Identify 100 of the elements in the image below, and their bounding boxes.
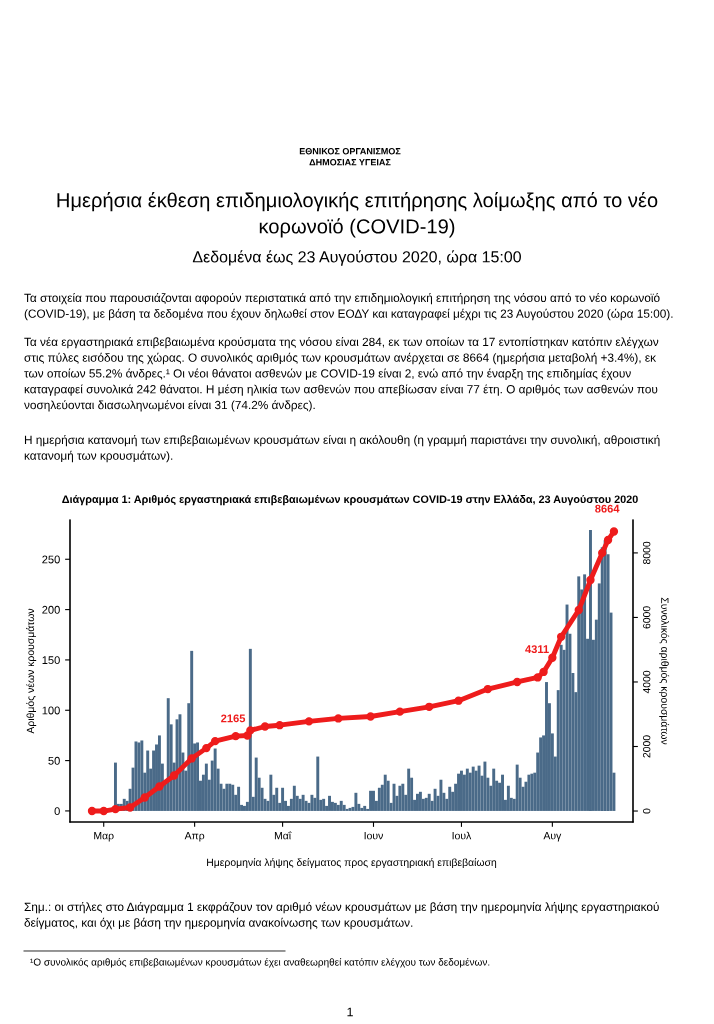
point xyxy=(304,717,314,726)
bar xyxy=(363,805,367,811)
bar xyxy=(377,787,381,811)
point xyxy=(454,696,463,705)
bar xyxy=(322,798,326,811)
y-tick-label: 250 xyxy=(42,555,60,564)
chart-title: Ημερήσια έκθεση επιδημιολογικής επιτήρησης λοίμωξης από το νέο κορωνοϊό (COVID-19) xyxy=(57,192,658,238)
bar xyxy=(345,808,349,811)
bar xyxy=(204,763,208,811)
y-tick-label: 50 xyxy=(48,756,60,765)
bar xyxy=(600,547,604,811)
bar xyxy=(310,794,314,811)
bar xyxy=(527,774,531,811)
y2-tick-label: 6000 xyxy=(643,606,651,629)
y2-tick-label: 8000 xyxy=(643,541,651,565)
y2-tick-label: 0 xyxy=(643,808,651,814)
bar xyxy=(231,784,235,811)
bar xyxy=(483,761,487,811)
y2-tick-label: 2000 xyxy=(643,735,651,758)
point xyxy=(366,712,375,721)
data-label: 8664 xyxy=(595,504,620,513)
point xyxy=(574,605,583,615)
y-tick-label: 100 xyxy=(42,706,60,715)
bar xyxy=(439,779,443,811)
bar xyxy=(457,773,460,811)
point xyxy=(246,726,255,735)
point xyxy=(140,793,149,802)
point xyxy=(539,667,548,677)
bar xyxy=(243,805,246,811)
point xyxy=(275,721,284,730)
bar xyxy=(401,783,405,811)
bar xyxy=(237,786,241,811)
bar xyxy=(416,793,419,811)
x-tick-label: Αυγ xyxy=(543,832,562,842)
bar xyxy=(157,735,161,811)
bar xyxy=(281,787,285,811)
bar xyxy=(577,576,581,811)
point xyxy=(556,632,566,641)
bar xyxy=(477,765,481,811)
data-label: 4311 xyxy=(525,645,549,654)
text: ¹Ο συνολικός αριθμός επιβεβαιωμένων κρουσμάτων έχει αναθεωρηθεί κατόπιν ελέγχου των δεδομένων. xyxy=(30,958,490,968)
bar xyxy=(342,804,346,811)
point xyxy=(111,804,120,814)
text: Τα νέα εργαστηριακά επιβεβαιωμένα κρούσματα της νόσου είναι 284, εκ των οποίων τα 17 εντοπίστηκαν κατόπιν ελέγχων στις πύλες εισόδου της χώρας. Ο συνολικός αριθμός των κρουσμάτων ανέρχεται σε 8664 (ημερήσια μεταβολή +3.4%), εκ των οποίων 55.2% άνδρες.¹ Οι νέοι θάνατοι ασθενών με COVID-19 είναι 2, ενώ από την έναρξη της επιδημίας έχουν καταγραφεί συνολικά 242 θάνατοι. Η μέση ηλικία των ασθενών που απεβίωσαν είναι 77 έτη. Ο αριθμός των ασθενών που νοσηλεύονται διασωληνωμένοι είναι 31 (74.2% άνδρες). xyxy=(24,337,659,412)
point xyxy=(483,684,493,694)
bar xyxy=(228,783,232,811)
point xyxy=(334,714,343,723)
data-label: 2165 xyxy=(221,714,246,723)
bar xyxy=(583,574,587,811)
bar xyxy=(559,644,563,811)
bar xyxy=(372,790,375,811)
bar xyxy=(166,698,170,811)
point xyxy=(210,737,220,746)
bar xyxy=(433,788,437,811)
bar xyxy=(254,757,258,811)
bar xyxy=(301,794,305,811)
bar xyxy=(336,804,340,811)
point xyxy=(231,732,240,741)
x-axis-title: Ημερομηνία λήψης δείγματος προς εργαστηριακή επιβεβαίωση xyxy=(207,858,497,869)
point xyxy=(609,527,619,536)
point xyxy=(260,722,270,731)
bar xyxy=(418,791,422,811)
x-tick-label: Ιουλ xyxy=(452,831,472,840)
x-tick-label: Μαρ xyxy=(94,832,114,842)
bar xyxy=(515,764,519,811)
bar xyxy=(213,748,217,811)
y-tick-label: 0 xyxy=(54,807,60,816)
point xyxy=(187,754,196,763)
bar xyxy=(398,785,402,811)
x-tick-label: Μαΐ xyxy=(274,831,292,840)
point xyxy=(155,782,164,791)
point xyxy=(533,673,542,682)
point xyxy=(202,743,211,753)
bar xyxy=(407,768,411,811)
y-tick-label: 150 xyxy=(42,656,60,665)
bar xyxy=(269,774,273,811)
bar xyxy=(424,797,428,811)
point xyxy=(603,535,613,545)
point xyxy=(513,677,522,687)
bar xyxy=(427,793,431,811)
x-tick-label: Απρ xyxy=(184,832,205,842)
bar xyxy=(492,768,496,811)
bar xyxy=(471,766,475,811)
point xyxy=(87,806,97,816)
bar xyxy=(506,785,510,811)
bar xyxy=(383,774,387,811)
point xyxy=(586,575,595,585)
point xyxy=(548,653,557,662)
bar xyxy=(369,790,373,811)
bar xyxy=(328,795,331,811)
point xyxy=(395,707,405,716)
bar xyxy=(448,786,452,811)
text: ΕΘΝΙΚΟΣ ΟΡΓΑΝΙΣΜΟΣ xyxy=(299,148,401,155)
bar xyxy=(196,742,200,811)
bar xyxy=(298,798,302,811)
text: 1 xyxy=(347,1007,353,1017)
bar xyxy=(339,800,343,811)
bar xyxy=(316,756,320,811)
bar xyxy=(248,648,252,811)
bar xyxy=(190,650,194,811)
